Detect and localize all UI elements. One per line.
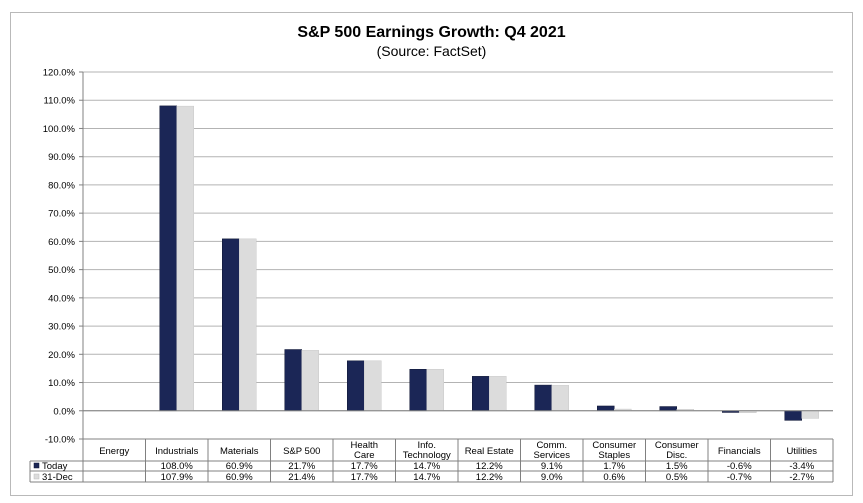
y-tick-label: 50.0%	[48, 265, 75, 276]
bar-31-dec	[426, 369, 444, 412]
category-label: Industrials	[155, 446, 199, 457]
bar-31-dec	[801, 410, 819, 419]
y-tick-label: 90.0%	[48, 152, 75, 163]
y-tick-label: 20.0%	[48, 350, 75, 361]
y-tick-label: 70.0%	[48, 209, 75, 220]
data-value-label: 12.2%	[476, 461, 503, 472]
bar-today	[472, 376, 490, 412]
data-value-label: 60.9%	[226, 472, 253, 483]
category-label: Info.	[418, 440, 437, 451]
category-label: Consumer	[655, 440, 699, 451]
bar-today	[409, 369, 427, 412]
data-value-label: 0.5%	[666, 472, 688, 483]
data-value-label: 21.4%	[288, 472, 315, 483]
data-value-label: 9.1%	[541, 461, 563, 472]
legend-swatch	[33, 473, 40, 480]
data-value-label: -0.7%	[727, 472, 752, 483]
y-tick-label: 80.0%	[48, 180, 75, 191]
data-value-label: 108.0%	[161, 461, 194, 472]
category-label: Comm.	[536, 440, 567, 451]
y-tick-label: 120.0%	[43, 68, 76, 79]
category-label: S&P 500	[283, 446, 320, 457]
bar-today	[222, 238, 240, 412]
chart-frame	[10, 12, 853, 496]
legend-swatch	[33, 462, 40, 469]
data-value-label: 14.7%	[413, 461, 440, 472]
bar-31-dec	[364, 360, 382, 412]
category-label: Staples	[598, 450, 630, 461]
data-value-label: 107.9%	[161, 472, 194, 483]
bar-today	[784, 410, 802, 421]
category-label: Services	[534, 450, 571, 461]
data-value-label: 1.7%	[603, 461, 625, 472]
chart-subtitle: (Source: FactSet)	[376, 43, 487, 59]
data-value-label: 21.7%	[288, 461, 315, 472]
y-tick-label: 30.0%	[48, 322, 75, 333]
bar-today	[597, 405, 615, 412]
data-value-label: 60.9%	[226, 461, 253, 472]
y-tick-label: 0.0%	[53, 406, 75, 417]
bar-today	[659, 406, 677, 412]
y-tick-label: -10.0%	[45, 435, 76, 446]
y-tick-label: 10.0%	[48, 378, 75, 389]
data-value-label: 17.7%	[351, 461, 378, 472]
category-label: Disc.	[666, 450, 687, 461]
y-tick-label: 110.0%	[43, 96, 75, 107]
y-tick-label: 100.0%	[43, 124, 76, 135]
category-label: Energy	[99, 446, 129, 457]
category-label: Technology	[403, 450, 451, 461]
bar-today	[159, 105, 177, 412]
data-value-label: 17.7%	[351, 472, 378, 483]
data-value-label: -3.4%	[789, 461, 814, 472]
category-label: Utilities	[786, 446, 817, 457]
bar-today	[534, 384, 552, 412]
chart-title: S&P 500 Earnings Growth: Q4 2021	[297, 24, 566, 41]
data-value-label: 9.0%	[541, 472, 563, 483]
bar-31-dec	[489, 376, 507, 412]
data-value-label: 1.5%	[666, 461, 688, 472]
y-tick-label: 40.0%	[48, 293, 75, 304]
category-label: Financials	[718, 446, 761, 457]
category-label: Real Estate	[465, 446, 514, 457]
y-tick-label: 60.0%	[48, 237, 75, 248]
legend-label: 31-Dec	[42, 472, 73, 483]
legend-label: Today	[42, 461, 68, 472]
data-value-label: -0.6%	[727, 461, 752, 472]
data-value-label: -2.7%	[789, 472, 814, 483]
data-value-label: 14.7%	[413, 472, 440, 483]
data-value-label: 0.6%	[603, 472, 625, 483]
bar-31-dec	[301, 350, 319, 412]
category-label: Care	[354, 450, 375, 461]
bar-today	[347, 360, 365, 412]
category-label: Health	[351, 440, 378, 451]
bar-31-dec	[176, 105, 194, 412]
category-label: Materials	[220, 446, 259, 457]
category-label: Consumer	[592, 440, 636, 451]
bar-31-dec	[239, 238, 257, 412]
bar-31-dec	[551, 385, 569, 412]
bar-today	[284, 349, 302, 412]
data-value-label: 12.2%	[476, 472, 503, 483]
